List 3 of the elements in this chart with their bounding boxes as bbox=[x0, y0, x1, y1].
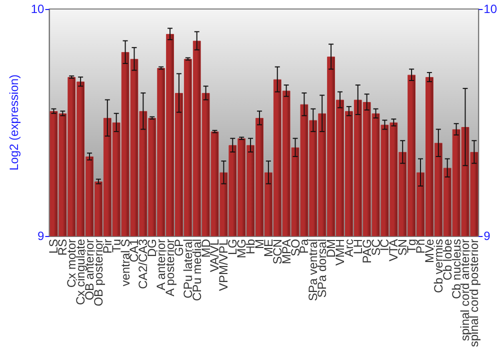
y-axis-title: Log2 (expression) bbox=[7, 74, 21, 171]
y2-tick-label: 9 bbox=[484, 228, 491, 243]
y2-tick-label: 10 bbox=[484, 2, 498, 16]
